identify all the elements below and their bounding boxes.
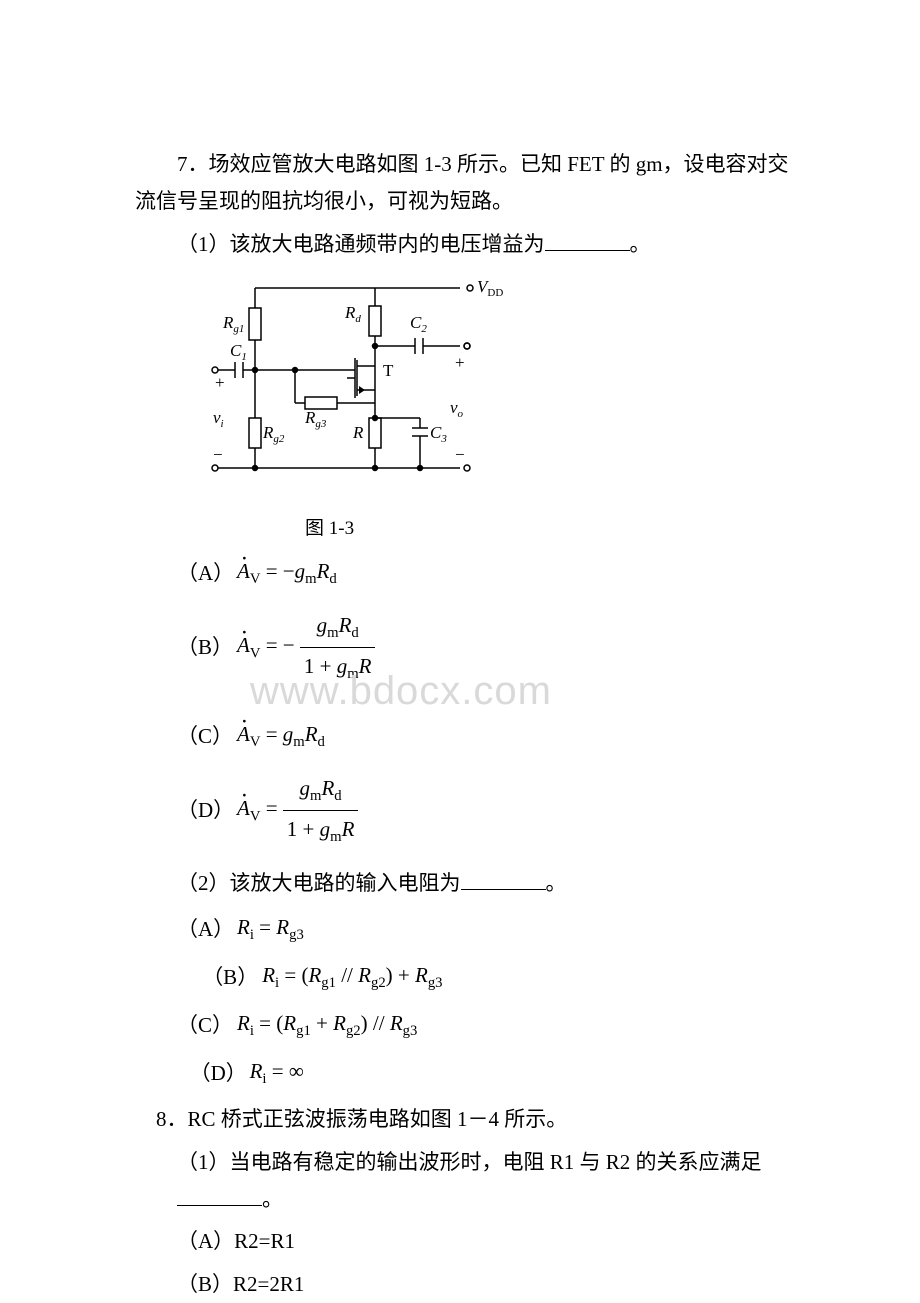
q8-opt-b: （B）R2=2R1 <box>135 1266 800 1303</box>
blank <box>177 1184 262 1206</box>
q8-sub1: （1）当电路有稳定的输出波形时，电阻 R1 与 R2 的关系应满足。 <box>135 1144 800 1218</box>
q7-2-opt-c: （C） Ri = (Rg1 + Rg2) // Rg3 <box>135 1005 800 1045</box>
blank <box>545 229 630 251</box>
q7-sub1-text: （1）该放大电路通频带内的电压增益为 <box>177 232 545 256</box>
document-page: www.bdocx.com 7．场效应管放大电路如图 1-3 所示。已知 FET… <box>0 0 920 1302</box>
q7-1-opt-d: （D） AV = gmRd 1 + gmR <box>135 770 800 851</box>
blank <box>461 868 546 890</box>
svg-text:Rg2: Rg2 <box>262 423 285 445</box>
q7-sub1: （1）该放大电路通频带内的电压增益为 。 <box>135 226 800 263</box>
svg-text:vi: vi <box>213 408 224 430</box>
svg-text:R: R <box>352 423 364 442</box>
svg-text:vo: vo <box>450 398 464 420</box>
circuit-svg: VDD Rg1 Rd C2 C1 T + + vo vi Rg2 Rg3 R C… <box>205 268 515 498</box>
svg-text:C1: C1 <box>230 341 247 363</box>
svg-text:VDD: VDD <box>477 277 503 299</box>
q7-1-opt-c: （C） AV = gmRd <box>135 716 800 756</box>
q7-2-opt-a: （A） Ri = Rg3 <box>135 909 800 949</box>
q7-sub2: （2）该放大电路的输入电阻为。 <box>135 865 800 902</box>
svg-text:+: + <box>215 373 225 392</box>
q8-opt-a: （A）R2=R1 <box>135 1223 800 1260</box>
q7-1-opt-b: （B） AV = − gmRd 1 + gmR <box>135 607 800 688</box>
svg-text:Rd: Rd <box>344 303 361 325</box>
figure-1-3: VDD Rg1 Rd C2 C1 T + + vo vi Rg2 Rg3 R C… <box>135 268 800 545</box>
svg-text:Rg3: Rg3 <box>304 408 327 430</box>
q7-1-opt-a: （A） AV = −gmRd <box>135 553 800 593</box>
q8-stem: 8．RC 桥式正弦波振荡电路如图 1－4 所示。 <box>135 1101 800 1138</box>
svg-text:Rg1: Rg1 <box>222 313 244 335</box>
svg-text:+: + <box>455 353 465 372</box>
svg-text:C3: C3 <box>430 423 447 445</box>
q7-stem: 7．场效应管放大电路如图 1-3 所示。已知 FET 的 gm，设电容对交流信号… <box>135 146 800 220</box>
svg-text:−: − <box>213 445 223 464</box>
figure-caption: 图 1-3 <box>205 512 800 545</box>
svg-text:C2: C2 <box>410 313 427 335</box>
q7-2-opt-b: （B） Ri = (Rg1 // Rg2) + Rg3 <box>135 957 800 997</box>
svg-text:T: T <box>383 361 394 380</box>
q7-2-opt-d: （D） Ri = ∞ <box>135 1053 800 1093</box>
svg-text:−: − <box>455 445 465 464</box>
period: 。 <box>630 232 651 256</box>
